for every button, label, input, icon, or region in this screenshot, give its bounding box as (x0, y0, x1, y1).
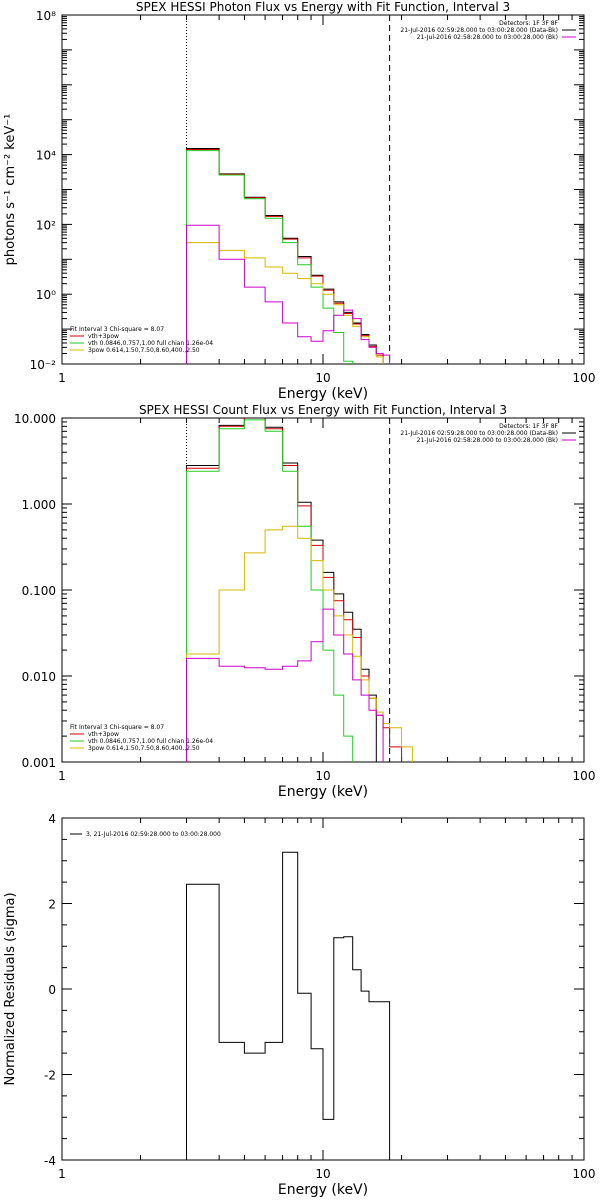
y-tick-label: -4 (44, 1154, 56, 1168)
series-line-vth (186, 419, 354, 762)
y-tick-label: 10⁻² (30, 358, 57, 372)
legend-bottomleft-entry: vth+3pow (88, 731, 119, 738)
y-tick-label: -2 (44, 1069, 56, 1083)
x-tick-label: 100 (573, 769, 596, 783)
legend-topright-entry: Detectors: 1F 3F 8F (499, 20, 558, 27)
y-axis-label: photons s⁻¹ cm⁻² keV⁻¹ (3, 114, 18, 266)
y-tick-label: 10⁰ (36, 288, 56, 302)
series-line-3pow (186, 242, 384, 364)
y-tick-label: 0 (48, 983, 56, 997)
series-line-bk (186, 608, 384, 762)
y-tick-label: 0.001 (22, 756, 56, 770)
y-tick-label: 1.000 (22, 498, 56, 512)
x-tick-label: 1 (58, 769, 66, 783)
legend-topright-entry: 21-Jul-2016 02:59:28.000 to 03:00:28.000… (400, 430, 558, 437)
y-tick-label: 10⁸ (36, 9, 56, 23)
chart-title: SPEX HESSI Count Flux vs Energy with Fit… (139, 403, 507, 417)
x-tick-label: 10 (315, 769, 330, 783)
y-tick-label: 10² (36, 218, 56, 232)
series-group (186, 851, 391, 1160)
residuals-panel: 1 10 100 -4 -2 0 2 4 Energy (keV) Normalized Resi… (3, 812, 595, 1198)
legend-bottomleft-entry: Fit Interval 3 Chi-square = 8.07 (70, 326, 164, 333)
x-tick-label: 10 (315, 371, 330, 385)
legend-bottomleft-entry: Fit Interval 3 Chi-square = 8.07 (70, 724, 164, 731)
series-line-bk (186, 224, 391, 364)
x-axis-label: Energy (keV) (278, 1182, 368, 1198)
legend-topright-entry: Detectors: 1F 3F 8F (499, 423, 558, 430)
legend-topright-entry: 21-Jul-2016 02:59:28.000 to 03:00:28.000… (400, 27, 558, 34)
y-axis-label: Normalized Residuals (sigma) (3, 892, 18, 1085)
series-line-3-21-jul-2016-02-59-28-000-to-03-00-28-000 (186, 851, 391, 1160)
y-tick-label: 10.000 (14, 412, 56, 426)
plot-frame (61, 14, 585, 365)
legend-bottomleft-entry: 3pow 0.614,1.50,7.50,8.60,400.,2.50 (88, 745, 200, 752)
legend-bottomleft-entry: vth+3pow (88, 333, 119, 340)
y-tick-label: 0.100 (22, 584, 56, 598)
photon-flux-panel: 1 10 100 10⁻² 10⁰ 10² 10⁴ 10⁸ SPEX HESSI Photon … (3, 0, 595, 402)
x-axis-label: Energy (keV) (278, 784, 368, 800)
y-tick-label: 10⁴ (36, 149, 56, 163)
chart-title: SPEX HESSI Photon Flux vs Energy with Fi… (136, 0, 510, 14)
x-tick-label: 100 (573, 1167, 596, 1181)
series-line-3pow (186, 525, 413, 762)
x-tick-label: 1 (58, 371, 66, 385)
x-axis-label: Energy (keV) (278, 386, 368, 402)
y-tick-label: 0.010 (22, 670, 56, 684)
series-group (186, 148, 391, 364)
legend-bottomleft-entry: vth 0.0846,0.757,1.00 full chian 1.26e-0… (88, 738, 213, 745)
legend-topleft-entry: 3, 21-Jul-2016 02:59:28.000 to 03:00:28.… (86, 831, 221, 838)
series-line-vth (186, 150, 354, 364)
x-tick-label: 1 (58, 1167, 66, 1181)
legend-topright-entry: 21-Jul-2016 02:58:28.000 to 03:00:28.000… (417, 34, 558, 41)
series-line-data-bk (186, 148, 391, 364)
series-group (186, 418, 413, 762)
legend-topright-entry: 21-Jul-2016 02:58:28.000 to 03:00:28.000… (417, 437, 558, 444)
x-tick-label: 10 (315, 1167, 330, 1181)
legend-bottomleft-entry: 3pow 0.614,1.50,7.50,8.60,400.,2.50 (88, 347, 200, 354)
count-flux-panel: 1 10 100 0.001 0.010 0.100 1.000 10.000 SPEX HES… (14, 403, 595, 800)
legend-bottomleft-entry: vth 0.0846,0.757,1.00 full chian 1.26e-0… (88, 340, 213, 347)
x-tick-label: 100 (573, 371, 596, 385)
y-tick-label: 2 (48, 898, 56, 912)
y-tick-label: 4 (48, 812, 56, 826)
